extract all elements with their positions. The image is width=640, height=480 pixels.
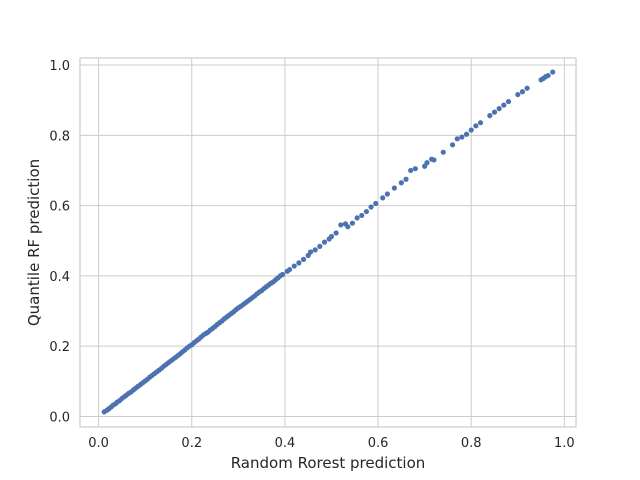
data-point: [519, 89, 526, 95]
y-tick-label: 0.6: [49, 200, 70, 215]
x-tick-label: 0.6: [368, 436, 389, 451]
data-point: [515, 91, 521, 98]
data-point: [454, 136, 460, 142]
x-tick-label: 0.8: [461, 436, 482, 451]
data-point: [391, 185, 397, 191]
x-tick-label: 0.4: [275, 436, 296, 451]
data-point: [550, 69, 556, 75]
data-point: [463, 131, 470, 137]
data-point: [286, 266, 293, 273]
data-point: [487, 113, 493, 119]
y-tick-label: 0.0: [49, 410, 70, 425]
data-point: [359, 212, 365, 219]
data-point: [524, 85, 530, 91]
data-point: [459, 134, 465, 140]
x-tick-labels: 0.0 0.2 0.4 0.6 0.8 1.0: [88, 436, 574, 451]
data-point: [296, 260, 302, 266]
data-point: [368, 204, 374, 210]
data-point: [491, 109, 498, 115]
data-point: [477, 120, 484, 126]
y-gridlines: [80, 64, 576, 417]
data-point: [312, 247, 318, 253]
data-point: [384, 191, 390, 197]
data-point: [501, 102, 507, 108]
data-point: [408, 167, 414, 174]
data-point: [412, 166, 418, 172]
data-point: [300, 256, 307, 262]
data-point: [349, 220, 356, 226]
data-point: [354, 215, 360, 221]
data-point: [363, 208, 370, 215]
y-tick-label: 0.2: [49, 340, 70, 355]
data-point: [424, 160, 430, 166]
data-point: [473, 123, 479, 129]
data-point: [279, 271, 286, 278]
y-axis-label: Quantile RF prediction: [25, 159, 43, 326]
data-point: [338, 222, 344, 228]
data-point: [545, 72, 551, 79]
data-point: [468, 127, 474, 133]
data-point: [291, 263, 297, 269]
data-point: [449, 142, 456, 148]
y-tick-label: 1.0: [49, 59, 70, 74]
y-tick-label: 0.8: [49, 129, 70, 144]
data-point: [321, 239, 328, 245]
data-point: [373, 200, 379, 207]
data-point: [307, 249, 314, 255]
data-point: [440, 149, 446, 155]
data-point: [333, 230, 339, 236]
data-point: [403, 176, 409, 182]
y-tick-label: 0.4: [49, 270, 70, 285]
data-point: [317, 243, 323, 249]
data-point: [505, 98, 512, 105]
x-tick-label: 0.2: [181, 436, 202, 451]
data-point: [431, 157, 437, 163]
data-points: [101, 69, 556, 415]
x-tick-label: 0.0: [88, 436, 109, 451]
x-gridlines: [98, 58, 565, 427]
data-point: [380, 195, 386, 201]
data-point: [345, 224, 351, 230]
x-axis-label: Random Rorest prediction: [231, 454, 426, 472]
data-point: [328, 233, 335, 240]
y-tick-labels: 0.0 0.2 0.4 0.6 0.8 1.0: [49, 59, 70, 425]
data-point: [398, 180, 404, 186]
x-tick-label: 1.0: [554, 436, 575, 451]
data-point: [496, 106, 502, 112]
